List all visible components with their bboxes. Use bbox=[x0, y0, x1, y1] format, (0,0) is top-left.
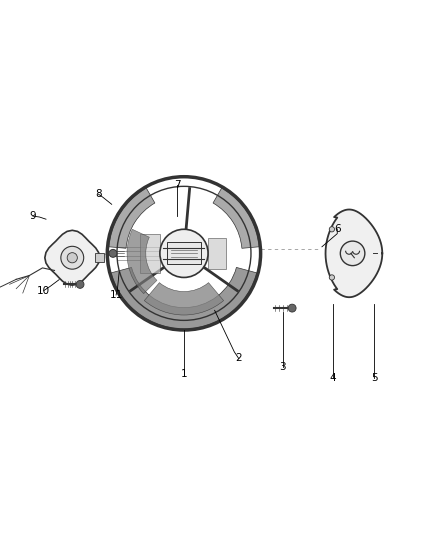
Circle shape bbox=[329, 227, 335, 232]
Bar bbox=[95, 253, 104, 262]
Circle shape bbox=[340, 241, 365, 265]
Text: 6: 6 bbox=[334, 224, 341, 235]
Text: 11: 11 bbox=[110, 290, 123, 300]
Text: 2: 2 bbox=[235, 353, 242, 364]
FancyBboxPatch shape bbox=[167, 243, 201, 264]
FancyBboxPatch shape bbox=[140, 233, 160, 273]
Text: 10: 10 bbox=[37, 286, 50, 296]
Polygon shape bbox=[325, 209, 382, 297]
Circle shape bbox=[76, 280, 84, 288]
Wedge shape bbox=[145, 282, 223, 315]
Text: 8: 8 bbox=[95, 189, 102, 199]
Circle shape bbox=[67, 253, 78, 263]
Text: 1: 1 bbox=[180, 369, 187, 379]
Circle shape bbox=[109, 249, 117, 257]
Circle shape bbox=[61, 246, 84, 269]
Polygon shape bbox=[45, 230, 100, 285]
Wedge shape bbox=[127, 229, 157, 294]
Circle shape bbox=[288, 304, 296, 312]
Text: 5: 5 bbox=[371, 373, 378, 383]
Circle shape bbox=[160, 229, 208, 278]
Wedge shape bbox=[111, 268, 257, 329]
Circle shape bbox=[329, 275, 335, 280]
FancyBboxPatch shape bbox=[208, 238, 226, 269]
Text: 3: 3 bbox=[279, 362, 286, 372]
Text: 4: 4 bbox=[329, 373, 336, 383]
Text: 7: 7 bbox=[174, 181, 181, 190]
Wedge shape bbox=[213, 188, 259, 248]
Wedge shape bbox=[109, 188, 155, 248]
Text: 9: 9 bbox=[29, 211, 36, 221]
